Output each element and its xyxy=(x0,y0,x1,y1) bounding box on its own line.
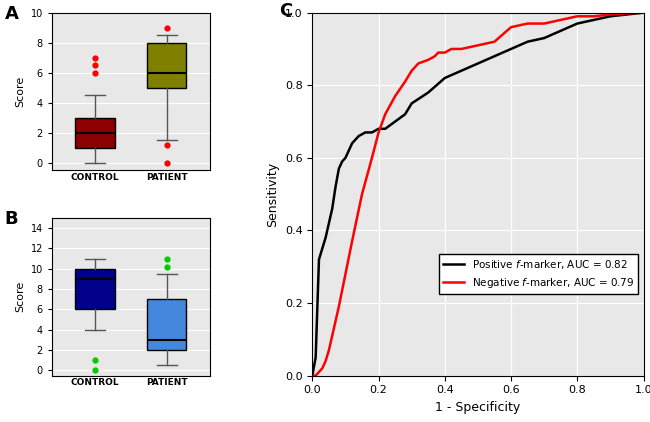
Y-axis label: Score: Score xyxy=(15,76,25,107)
Legend: Positive $\it{f}$-marker, AUC = 0.82, Negative $\it{f}$-marker, AUC = 0.79: Positive $\it{f}$-marker, AUC = 0.82, Ne… xyxy=(439,254,638,294)
PathPatch shape xyxy=(147,299,187,350)
PathPatch shape xyxy=(147,43,187,88)
Text: A: A xyxy=(5,5,19,23)
Y-axis label: Score: Score xyxy=(15,281,25,312)
Text: B: B xyxy=(5,210,18,228)
PathPatch shape xyxy=(75,269,114,309)
Y-axis label: Sensitivity: Sensitivity xyxy=(266,162,280,227)
Text: C: C xyxy=(280,2,292,20)
PathPatch shape xyxy=(75,118,114,148)
X-axis label: 1 - Specificity: 1 - Specificity xyxy=(436,401,521,414)
